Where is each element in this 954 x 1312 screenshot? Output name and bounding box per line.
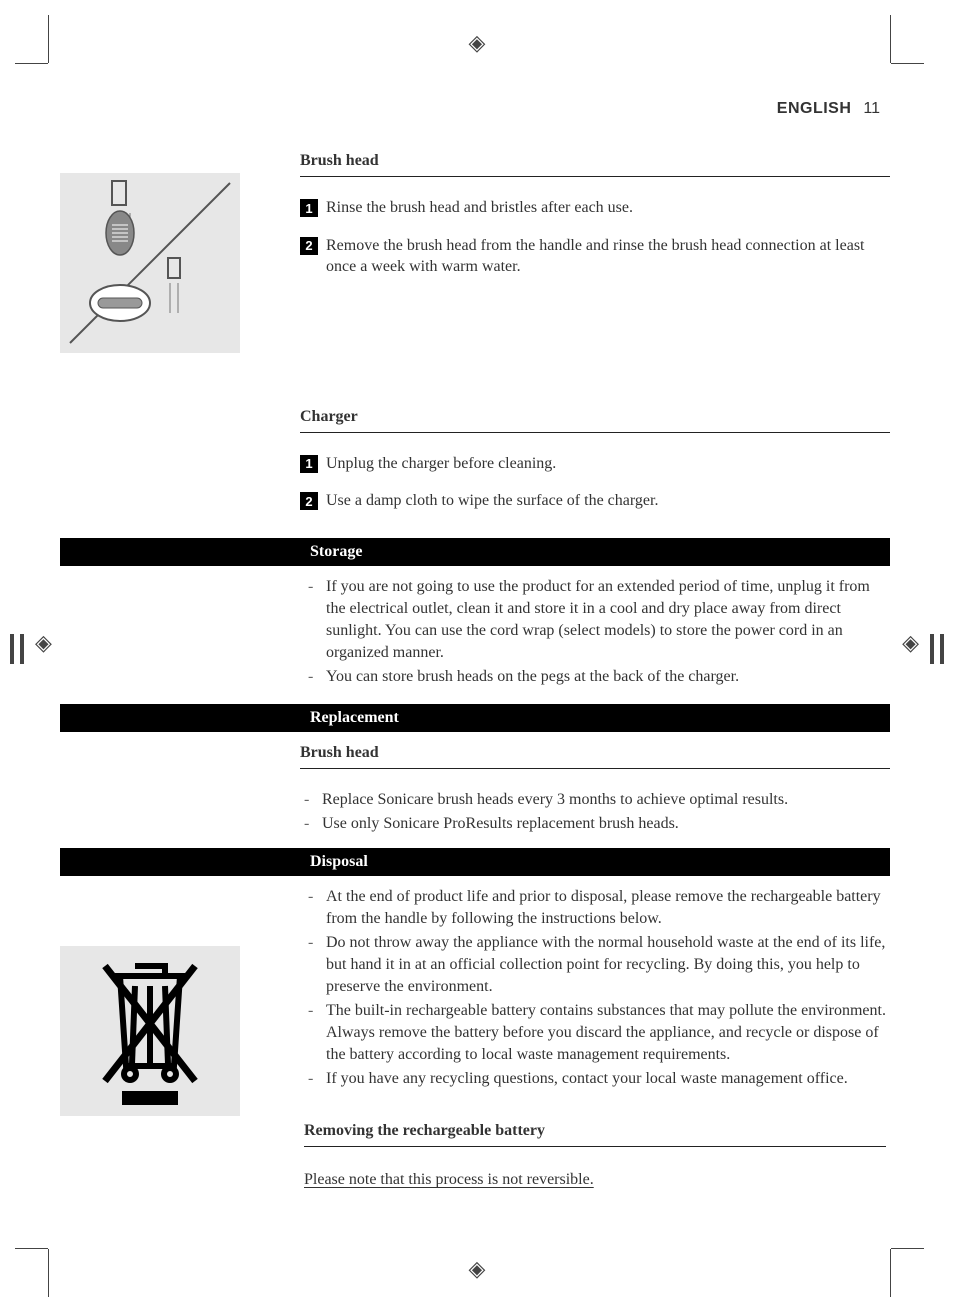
side-marks — [930, 634, 944, 664]
list-item: - If you have any recycling questions, c… — [304, 1068, 886, 1090]
section-subheading: Brush head — [300, 740, 890, 769]
bullet-text: Do not throw away the appliance with the… — [326, 932, 886, 998]
side-marks — [10, 634, 24, 664]
page-number: 11 — [863, 100, 880, 117]
section-heading: Storage — [300, 538, 890, 566]
list-item: - Do not throw away the appliance with t… — [304, 932, 886, 998]
bullet-dash-icon: - — [304, 1068, 326, 1090]
list-item: - At the end of product life and prior t… — [304, 886, 886, 930]
crop-mark — [890, 1249, 891, 1297]
bullet-text: If you are not going to use the product … — [326, 576, 886, 664]
bullet-dash-icon: - — [304, 666, 326, 688]
bullet-dash-icon: - — [304, 932, 326, 998]
bullet-text: Use only Sonicare ProResults replacement… — [322, 813, 890, 835]
section-heading: Disposal — [300, 848, 890, 876]
crop-mark — [890, 15, 891, 63]
registration-mark-icon: ◈ — [35, 630, 52, 656]
section-heading: Replacement — [300, 704, 890, 732]
list-item: - If you are not going to use the produc… — [304, 576, 886, 664]
step-number: 2 — [300, 237, 318, 255]
step-number: 2 — [300, 492, 318, 510]
bullet-text: If you have any recycling questions, con… — [326, 1068, 886, 1090]
list-item: - Use only Sonicare ProResults replaceme… — [300, 813, 890, 835]
bullet-text: At the end of product life and prior to … — [326, 886, 886, 930]
bullet-dash-icon: - — [304, 886, 326, 930]
language-label: ENGLISH — [777, 100, 852, 117]
bullet-text: Replace Sonicare brush heads every 3 mon… — [322, 789, 890, 811]
registration-mark-icon: ◈ — [469, 30, 486, 56]
note-text: Please note that this process is not rev… — [304, 1171, 886, 1189]
weee-bin-illustration — [60, 946, 240, 1116]
crop-mark — [891, 63, 924, 64]
bullet-text: The built-in rechargeable battery contai… — [326, 1000, 886, 1066]
crop-mark — [15, 1248, 48, 1249]
numbered-step: 2 Use a damp cloth to wipe the surface o… — [300, 490, 890, 512]
crop-mark — [15, 63, 48, 64]
bullet-dash-icon: - — [304, 1000, 326, 1066]
bullet-text: You can store brush heads on the pegs at… — [326, 666, 886, 688]
step-text: Unplug the charger before cleaning. — [326, 453, 556, 475]
crop-mark — [891, 1248, 924, 1249]
page-header: ENGLISH 11 — [60, 60, 890, 118]
numbered-step: 1 Rinse the brush head and bristles afte… — [300, 197, 890, 219]
bullet-dash-icon: - — [304, 576, 326, 664]
step-text: Rinse the brush head and bristles after … — [326, 197, 633, 219]
section-subheading: Brush head — [300, 148, 890, 177]
step-number: 1 — [300, 455, 318, 473]
step-number: 1 — [300, 199, 318, 217]
numbered-step: 2 Remove the brush head from the handle … — [300, 235, 890, 278]
bullet-dash-icon: - — [300, 813, 322, 835]
list-item: - The built-in rechargeable battery cont… — [304, 1000, 886, 1066]
list-item: - Replace Sonicare brush heads every 3 m… — [300, 789, 890, 811]
page-content: ENGLISH 11 — [60, 60, 890, 1189]
numbered-step: 1 Unplug the charger before cleaning. — [300, 453, 890, 475]
step-text: Use a damp cloth to wipe the surface of … — [326, 490, 658, 512]
registration-mark-icon: ◈ — [902, 630, 919, 656]
section-subheading: Charger — [300, 404, 890, 433]
crop-mark — [48, 15, 49, 63]
crop-mark — [48, 1249, 49, 1297]
list-item: - You can store brush heads on the pegs … — [304, 666, 886, 688]
bullet-dash-icon: - — [300, 789, 322, 811]
section-subheading: Removing the rechargeable battery — [304, 1118, 886, 1147]
registration-mark-icon: ◈ — [469, 1256, 486, 1282]
brush-head-rinse-illustration — [60, 173, 240, 353]
step-text: Remove the brush head from the handle an… — [326, 235, 890, 278]
